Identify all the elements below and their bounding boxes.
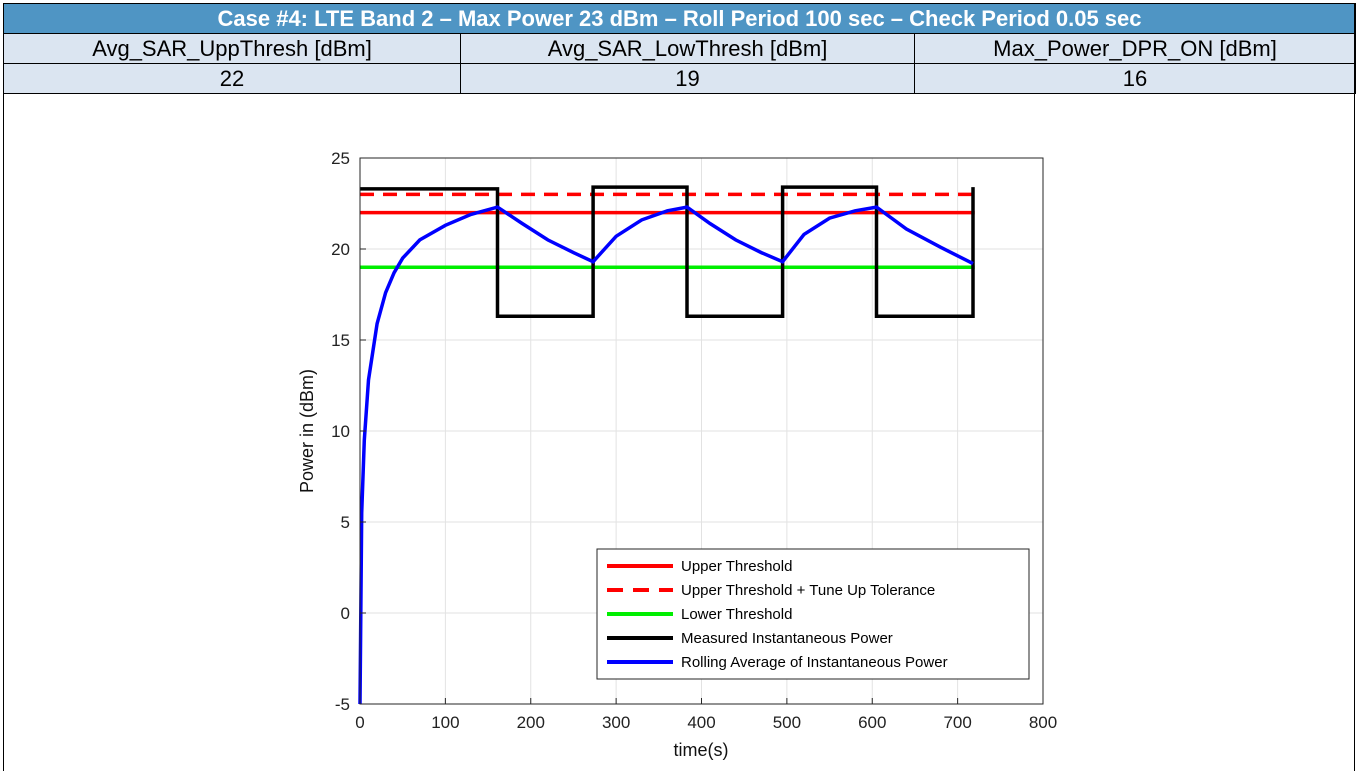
x-tick-label: 500	[773, 713, 801, 732]
x-tick-label: 800	[1029, 713, 1057, 732]
y-tick-label: 5	[341, 513, 350, 532]
case-title: Case #4: LTE Band 2 – Max Power 23 dBm –…	[2, 3, 1356, 34]
legend-label-0: Upper Threshold	[681, 558, 792, 575]
value-lower-threshold: 19	[460, 63, 915, 94]
legend-label-2: Lower Threshold	[681, 606, 792, 623]
y-tick-label: 10	[331, 422, 350, 441]
y-tick-label: 25	[331, 149, 350, 168]
x-tick-label: 300	[602, 713, 630, 732]
x-tick-label: 0	[355, 713, 364, 732]
y-tick-label: -5	[335, 695, 350, 714]
y-axis-label: Power in (dBm)	[297, 369, 317, 493]
x-tick-label: 200	[517, 713, 545, 732]
series-line-4	[358, 205, 974, 705]
figure-frame	[3, 3, 1355, 771]
y-tick-label: 0	[341, 604, 350, 623]
parameters-table: Case #4: LTE Band 2 – Max Power 23 dBm –…	[2, 3, 1356, 94]
header-upper-threshold: Avg_SAR_UppThresh [dBm]	[3, 33, 461, 64]
x-tick-label: 600	[858, 713, 886, 732]
legend-label-3: Measured Instantaneous Power	[681, 630, 893, 647]
value-upper-threshold: 22	[3, 63, 461, 94]
y-tick-label: 15	[331, 331, 350, 350]
value-max-power-dpr: 16	[913, 63, 1356, 94]
legend-label-1: Upper Threshold + Tune Up Tolerance	[681, 582, 935, 599]
legend: Upper Threshold Upper Threshold + Tune Up…	[596, 548, 1030, 680]
x-tick-label: 100	[431, 713, 459, 732]
legend-label-4: Rolling Average of Instantaneous Power	[681, 654, 948, 671]
x-axis-label: time(s)	[674, 740, 729, 760]
y-tick-label: 20	[331, 240, 350, 259]
x-tick-label: 700	[943, 713, 971, 732]
series-line-3	[360, 185, 975, 319]
header-max-power-dpr: Max_Power_DPR_ON [dBm]	[913, 33, 1356, 64]
x-tick-label: 400	[687, 713, 715, 732]
